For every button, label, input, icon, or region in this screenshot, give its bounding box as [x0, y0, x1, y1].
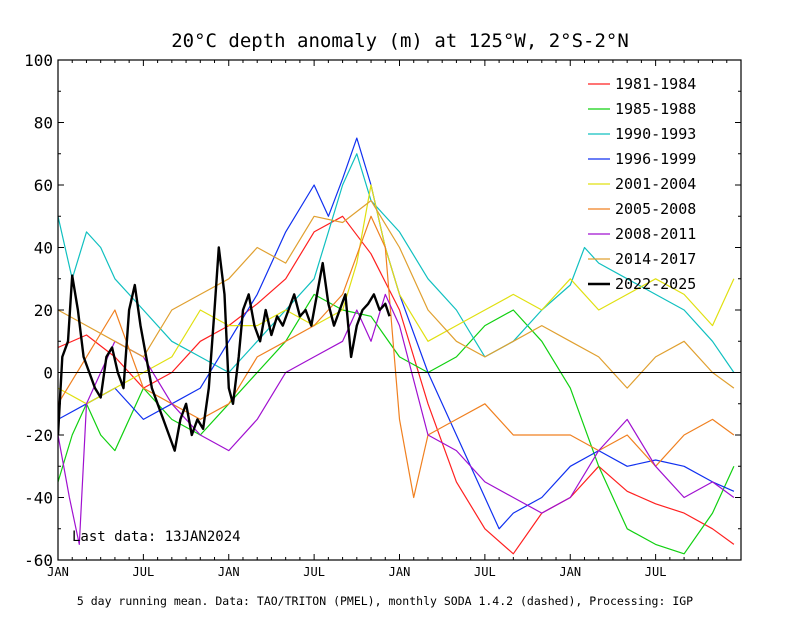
y-tick-label: -40: [24, 489, 53, 508]
legend-label-1981-1984: 1981-1984: [615, 75, 696, 93]
x-tick-label: JAN: [559, 565, 581, 579]
x-tick-label: JUL: [133, 565, 155, 579]
y-axis: 100 80 60 40 20 0 -20 -40 -60: [24, 51, 741, 570]
chart-title: 20°C depth anomaly (m) at 125°W, 2°S-2°N: [171, 30, 629, 52]
x-tick-label: JAN: [389, 565, 411, 579]
x-axis: JAN JUL JAN JUL JAN JUL JAN JUL: [47, 60, 742, 579]
x-tick-label: JUL: [645, 565, 667, 579]
y-tick-label: 20: [34, 301, 53, 320]
y-tick-label: 60: [34, 176, 53, 195]
series-line-2005-2008: [58, 215, 735, 499]
legend: 1981-1984 1985-1988 1990-1993 1996-1999 2001…: [588, 75, 696, 293]
y-tick-label: 80: [34, 114, 53, 133]
legend-label-2014-2017: 2014-2017: [615, 250, 696, 268]
legend-label-2008-2011: 2008-2011: [615, 225, 696, 243]
y-tick-label: 40: [34, 239, 53, 258]
series-line-2022-2025: [58, 246, 391, 452]
legend-label-1990-1993: 1990-1993: [615, 125, 696, 143]
legend-label-2005-2008: 2005-2008: [615, 200, 696, 218]
legend-label-1985-1988: 1985-1988: [615, 100, 696, 118]
legend-label-2001-2004: 2001-2004: [615, 175, 696, 193]
y-tick-label: 100: [24, 51, 53, 70]
series-line-1985-1988: [58, 293, 735, 555]
legend-label-2022-2025: 2022-2025: [615, 275, 696, 293]
last-data-annotation: Last data: 13JAN2024: [72, 529, 241, 545]
y-tick-label: -60: [24, 551, 53, 570]
series-line-2014-2017: [58, 200, 735, 389]
y-tick-label: -20: [24, 426, 53, 445]
y-tick-label: 0: [43, 364, 53, 383]
legend-label-1996-1999: 1996-1999: [615, 150, 696, 168]
chart-footnote: 5 day running mean. Data: TAO/TRITON (PM…: [77, 594, 693, 608]
x-tick-label: JUL: [474, 565, 496, 579]
x-tick-label: JAN: [218, 565, 240, 579]
x-tick-label: JUL: [303, 565, 325, 579]
x-tick-label: JAN: [47, 565, 69, 579]
